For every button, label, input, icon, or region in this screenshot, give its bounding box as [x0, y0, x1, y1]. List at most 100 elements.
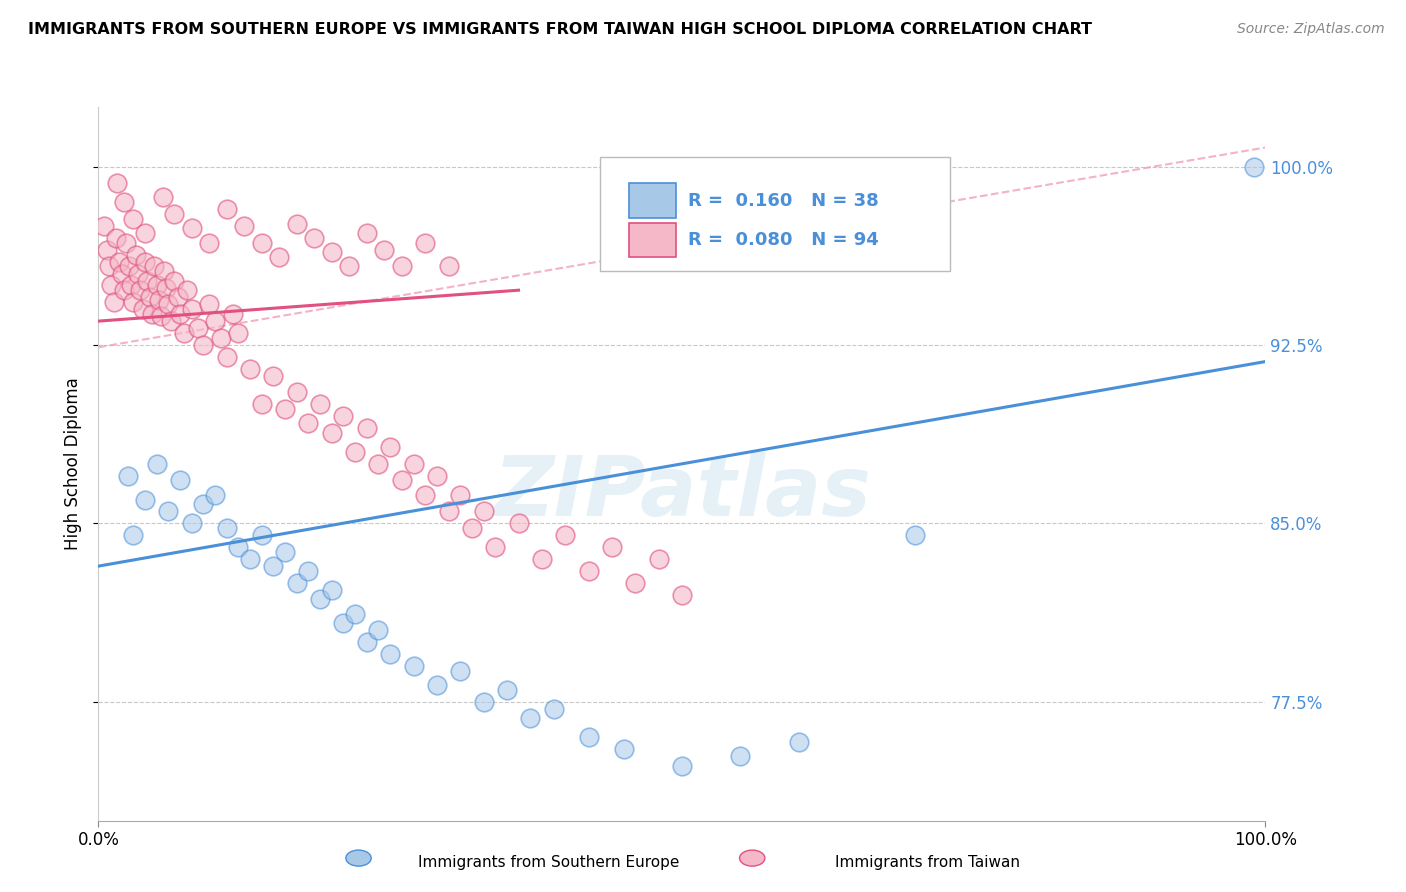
Point: [112, 283, 135, 297]
Point: [146, 278, 169, 293]
Point: [600, 540, 623, 554]
Point: [122, 211, 145, 226]
Point: [239, 552, 262, 566]
Point: [250, 397, 273, 411]
Point: [309, 592, 332, 607]
Text: R =  0.080   N = 94: R = 0.080 N = 94: [688, 231, 879, 249]
Bar: [630, 184, 676, 218]
Point: [262, 559, 284, 574]
Point: [426, 678, 449, 692]
Point: [118, 260, 141, 274]
Point: [274, 402, 297, 417]
Point: [356, 226, 378, 240]
Point: [143, 260, 166, 274]
Point: [391, 474, 413, 488]
Point: [134, 226, 156, 240]
Point: [103, 295, 125, 310]
Point: [508, 516, 530, 531]
Point: [117, 468, 139, 483]
Point: [221, 307, 243, 321]
Point: [624, 575, 647, 590]
Point: [127, 267, 149, 281]
Point: [402, 659, 425, 673]
Point: [285, 385, 308, 400]
Point: [262, 368, 284, 383]
Point: [198, 235, 221, 250]
Point: [337, 260, 360, 274]
Point: [96, 243, 118, 257]
Point: [530, 552, 553, 566]
Point: [671, 588, 693, 602]
Point: [250, 528, 273, 542]
Point: [139, 290, 162, 304]
Point: [166, 290, 188, 304]
Point: [344, 607, 367, 621]
Point: [125, 247, 148, 261]
Point: [297, 417, 319, 431]
Point: [141, 307, 163, 321]
Point: [378, 647, 402, 661]
Point: [356, 421, 378, 435]
Text: IMMIGRANTS FROM SOUTHERN EUROPE VS IMMIGRANTS FROM TAIWAN HIGH SCHOOL DIPLOMA CO: IMMIGRANTS FROM SOUTHERN EUROPE VS IMMIG…: [28, 22, 1092, 37]
Point: [472, 695, 495, 709]
Point: [104, 231, 127, 245]
Point: [108, 254, 131, 268]
Point: [321, 582, 343, 597]
Point: [449, 488, 471, 502]
Point: [215, 350, 238, 364]
Point: [297, 564, 319, 578]
Point: [484, 540, 506, 554]
Point: [426, 468, 449, 483]
Point: [148, 293, 170, 307]
Point: [449, 664, 471, 678]
Point: [152, 190, 174, 204]
Point: [122, 295, 145, 310]
Point: [309, 397, 332, 411]
Point: [367, 457, 389, 471]
Point: [100, 278, 122, 293]
Point: [204, 314, 226, 328]
Point: [193, 338, 215, 352]
Point: [578, 731, 600, 745]
Point: [228, 326, 250, 340]
Text: Source: ZipAtlas.com: Source: ZipAtlas.com: [1237, 22, 1385, 37]
Point: [239, 361, 262, 376]
Point: [285, 217, 308, 231]
Point: [344, 445, 367, 459]
Point: [554, 528, 576, 542]
Point: [461, 521, 484, 535]
Text: Immigrants from Southern Europe: Immigrants from Southern Europe: [418, 855, 679, 870]
Point: [285, 575, 308, 590]
Point: [304, 231, 326, 245]
Point: [613, 742, 636, 756]
Point: [150, 310, 173, 324]
Point: [155, 281, 177, 295]
Point: [93, 219, 115, 233]
Text: Immigrants from Taiwan: Immigrants from Taiwan: [835, 855, 1021, 870]
Point: [495, 682, 517, 697]
Point: [647, 552, 669, 566]
Point: [472, 504, 495, 518]
Point: [173, 326, 195, 340]
Text: ZIPatlas: ZIPatlas: [494, 452, 870, 533]
Point: [134, 492, 156, 507]
Point: [193, 497, 215, 511]
Point: [132, 302, 155, 317]
Point: [437, 504, 460, 518]
Point: [519, 711, 541, 725]
Point: [146, 457, 169, 471]
Point: [112, 195, 135, 210]
Point: [671, 759, 693, 773]
Point: [134, 254, 156, 268]
FancyBboxPatch shape: [600, 157, 950, 271]
Point: [157, 297, 180, 311]
Point: [198, 297, 221, 311]
Text: R =  0.160   N = 38: R = 0.160 N = 38: [688, 192, 879, 210]
Point: [169, 307, 191, 321]
Point: [187, 321, 209, 335]
Point: [413, 235, 436, 250]
Point: [321, 425, 343, 440]
Point: [157, 504, 180, 518]
Point: [159, 314, 181, 328]
Point: [228, 540, 250, 554]
